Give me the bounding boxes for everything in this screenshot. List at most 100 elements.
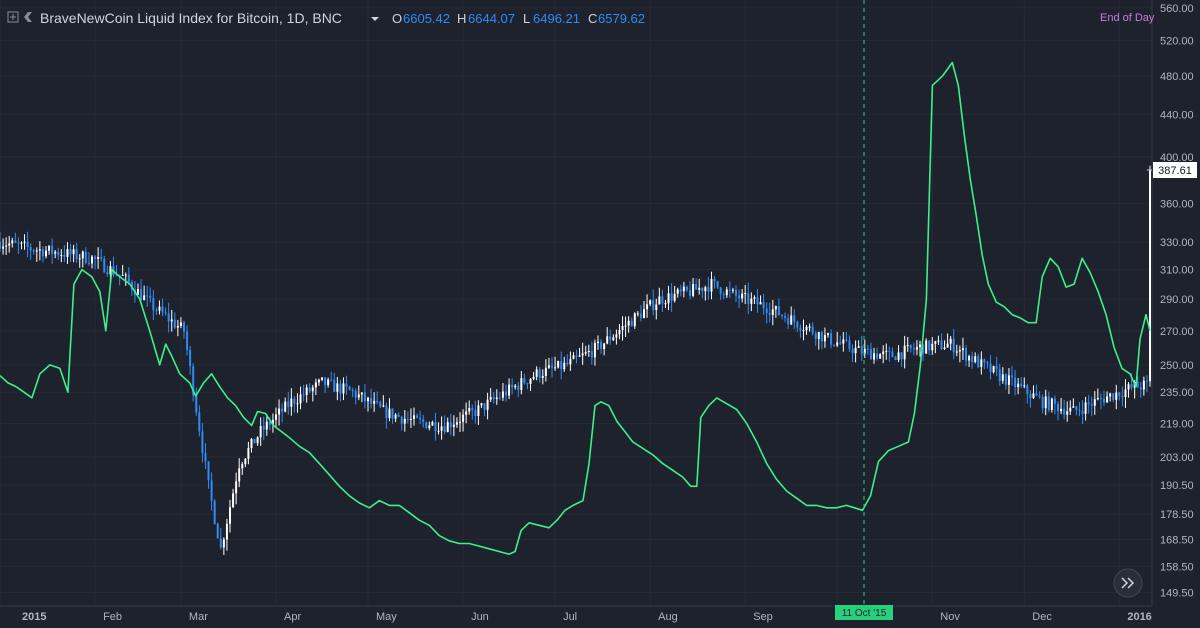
candle-body: [1060, 408, 1063, 412]
symbol-title[interactable]: BraveNewCoin Liquid Index for Bitcoin, 1…: [40, 10, 342, 26]
candle-body: [0, 241, 1, 249]
candle-body: [379, 402, 382, 407]
candle-body: [357, 394, 360, 398]
candle-body: [296, 403, 299, 405]
candle-body: [744, 293, 747, 295]
candle-body: [63, 255, 66, 257]
price-tick-label: 290.00: [1160, 294, 1194, 306]
candle-body: [299, 394, 302, 404]
candle-body: [302, 394, 305, 396]
candle-body: [486, 399, 489, 410]
candle-body: [1023, 385, 1026, 387]
expand-icon[interactable]: [7, 11, 19, 23]
candle-body: [823, 334, 826, 342]
candle-body: [554, 367, 557, 369]
candle-body: [863, 348, 866, 354]
candle-body: [121, 275, 124, 277]
candle-body: [1099, 397, 1102, 399]
candle-body: [848, 340, 851, 349]
price-axis[interactable]: [1152, 0, 1200, 606]
candle-body: [152, 297, 155, 311]
candle-body: [1035, 393, 1038, 396]
candle-body: [569, 358, 572, 365]
time-tick-label: May: [376, 611, 397, 623]
candle-body: [998, 369, 1001, 381]
candle-body: [244, 458, 247, 465]
candle-body: [265, 421, 268, 430]
open-label: O: [392, 11, 402, 26]
candle-body: [97, 256, 100, 259]
candle-body: [882, 351, 885, 355]
price-tick-label: 560.00: [1160, 3, 1194, 15]
low-label: L: [523, 11, 530, 26]
price-tick-label: 178.50: [1160, 509, 1194, 521]
candle-body: [489, 397, 492, 400]
candle-body: [857, 346, 860, 348]
candle-body: [287, 401, 290, 407]
candle-body: [198, 412, 201, 432]
candle-body: [971, 356, 974, 363]
candle-body: [38, 249, 41, 251]
candle-body: [937, 340, 940, 342]
candle-body: [91, 256, 93, 264]
candle-body: [164, 312, 167, 314]
candle-body: [60, 255, 63, 257]
price-tick-label: 219.00: [1160, 418, 1194, 430]
candle-body: [814, 333, 817, 340]
candle-body: [1014, 377, 1017, 388]
candle-body: [909, 345, 912, 349]
candle-body: [796, 321, 799, 328]
candle-body: [416, 415, 419, 418]
candle-body: [8, 243, 11, 246]
candle-body: [419, 417, 422, 420]
candle-body: [682, 286, 685, 292]
candle-body: [342, 383, 345, 394]
candle-body: [532, 376, 535, 380]
candle-body: [29, 247, 32, 251]
crosshair-date-tag: [835, 605, 893, 620]
candle-body: [869, 348, 872, 360]
candle-body: [968, 356, 971, 361]
candle-body: [704, 287, 707, 292]
candle-body: [1087, 402, 1090, 405]
candle-body: [784, 315, 787, 319]
candle-body: [106, 272, 109, 275]
candle-body: [731, 289, 734, 291]
candle-body: [428, 425, 431, 429]
candle-body: [885, 350, 888, 352]
end-of-day-label: End of Day: [1100, 12, 1155, 24]
candle-body: [84, 251, 87, 263]
candle-body: [952, 338, 955, 353]
candle-body: [735, 289, 737, 296]
candle-body: [400, 416, 403, 424]
candle-body: [670, 293, 673, 301]
candle-body: [2, 246, 5, 249]
candle-body: [446, 422, 449, 433]
candle-body: [1017, 383, 1020, 388]
candle-body: [109, 266, 112, 275]
candle-body: [922, 344, 925, 354]
candle-body: [81, 251, 84, 259]
candle-body: [370, 397, 373, 404]
chevron-down-icon[interactable]: [371, 17, 379, 21]
candle-body: [216, 523, 219, 539]
candle-body: [219, 538, 222, 548]
candle-body: [140, 289, 143, 301]
candle-body: [940, 340, 943, 350]
candle-body: [143, 295, 146, 301]
candle-body: [124, 274, 127, 276]
candle-body: [833, 344, 836, 346]
candle-body: [774, 306, 777, 310]
candle-body: [541, 376, 544, 378]
candle-body: [765, 308, 768, 314]
price-tag: [1153, 162, 1197, 178]
candle-body: [1096, 397, 1099, 400]
candle-body: [1020, 383, 1023, 386]
candle-body: [1139, 387, 1142, 390]
candle-body: [1109, 393, 1112, 397]
candle-body: [958, 350, 961, 352]
candle-body: [992, 366, 995, 373]
candle-body: [508, 384, 511, 396]
